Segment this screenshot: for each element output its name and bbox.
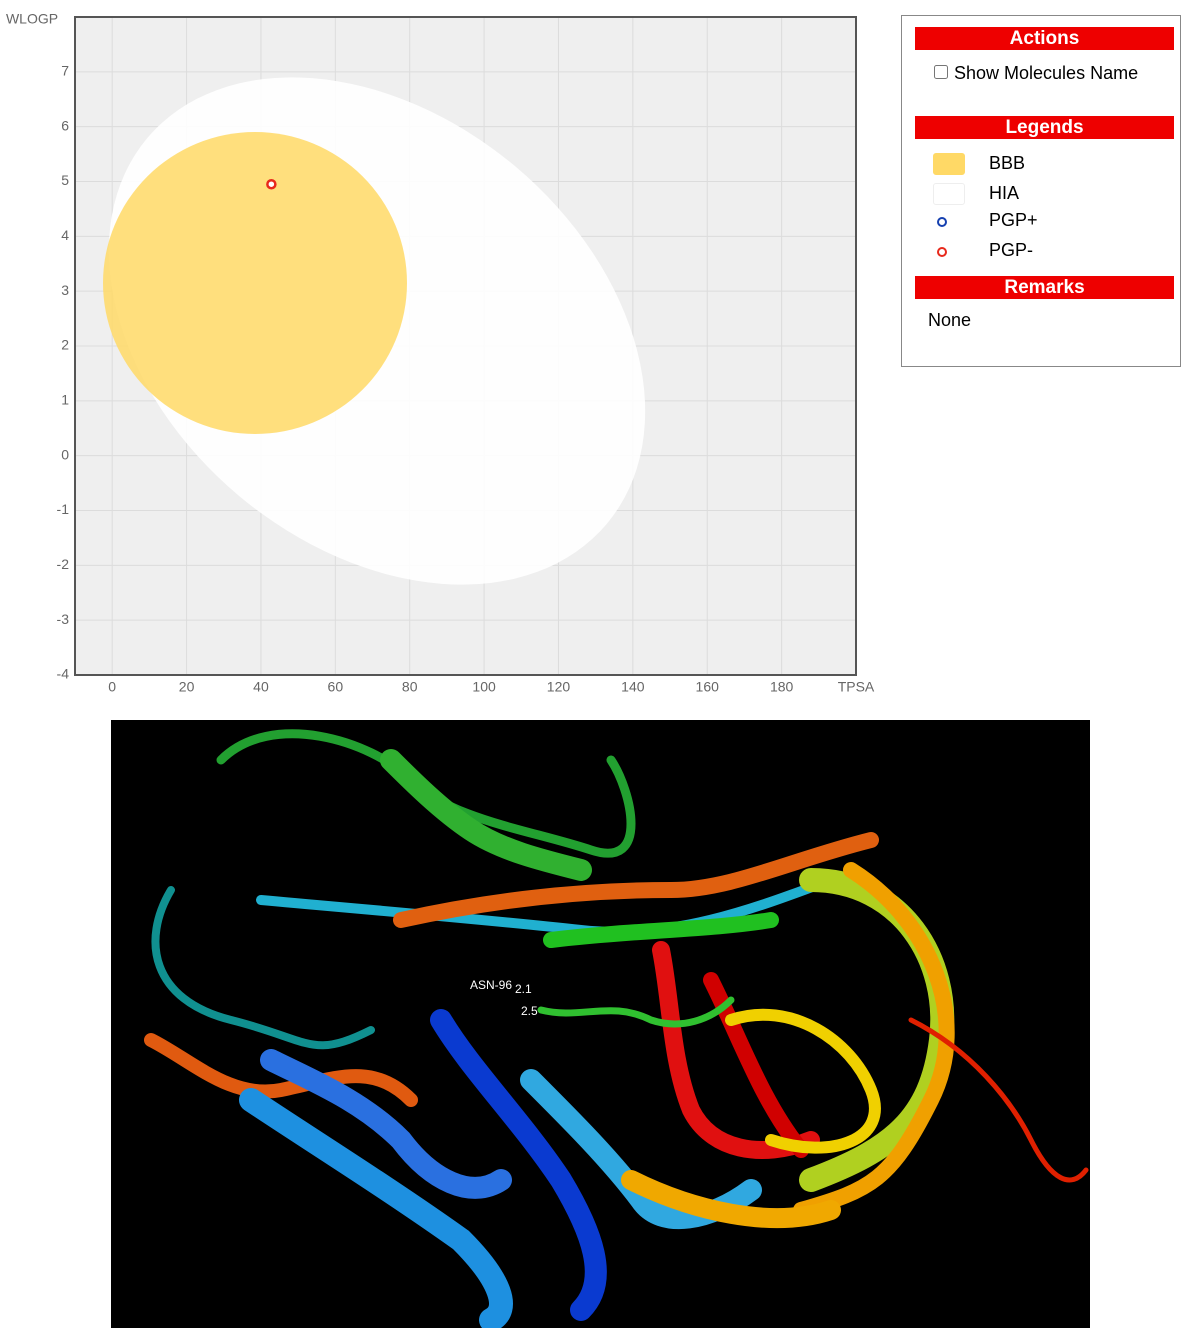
remarks-header: Remarks (915, 276, 1174, 299)
page: WLOGP TPSA 020406080100120140160180-4-3-… (0, 0, 1181, 1328)
x-tick-label: 40 (253, 679, 269, 695)
bbb-region (103, 132, 407, 434)
y-tick-label: -3 (57, 611, 70, 627)
legend-swatch (933, 183, 965, 205)
y-tick-label: -4 (57, 666, 70, 682)
distance-label: 2.5 (521, 1004, 538, 1018)
x-tick-label: 60 (328, 679, 344, 695)
residue-label: ASN-96 (470, 978, 512, 992)
x-axis-label: TPSA (838, 679, 875, 695)
legend-marker (937, 247, 947, 257)
y-tick-label: 5 (61, 172, 69, 188)
legends-header: Legends (915, 116, 1174, 139)
actions-header: Actions (915, 27, 1174, 50)
y-tick-label: 0 (61, 446, 69, 462)
remarks-text: None (928, 310, 971, 331)
legend-label: PGP- (989, 240, 1033, 261)
x-tick-label: 80 (402, 679, 418, 695)
legend-swatch (933, 153, 965, 175)
x-tick-label: 120 (547, 679, 571, 695)
marks (267, 180, 275, 188)
y-tick-label: 3 (61, 282, 69, 298)
legend-label: BBB (989, 153, 1025, 174)
y-tick-label: 6 (61, 117, 69, 133)
x-tick-label: 180 (770, 679, 794, 695)
x-tick-label: 0 (108, 679, 116, 695)
y-tick-label: 1 (61, 392, 69, 408)
legend-label: HIA (989, 183, 1019, 204)
x-tick-label: 160 (696, 679, 720, 695)
y-axis-label: WLOGP (6, 11, 58, 27)
side-panel: Actions Show Molecules Name Legends BBB H… (901, 15, 1181, 367)
data-point (267, 180, 275, 188)
x-tick-label: 20 (179, 679, 195, 695)
x-tick-label: 140 (621, 679, 645, 695)
y-tick-label: 7 (61, 63, 69, 79)
legend-label: PGP+ (989, 210, 1038, 231)
legend-marker (937, 217, 947, 227)
show-names-checkbox[interactable] (934, 65, 948, 79)
checkbox-label: Show Molecules Name (954, 63, 1138, 83)
y-tick-label: -2 (57, 556, 70, 572)
protein-image: ASN-96 2.1 2.5 (111, 720, 1090, 1328)
y-tick-label: 2 (61, 337, 69, 353)
distance-label: 2.1 (515, 982, 532, 996)
y-tick-label: -1 (57, 501, 70, 517)
y-tick-label: 4 (61, 227, 69, 243)
x-tick-label: 100 (472, 679, 496, 695)
show-names-option[interactable]: Show Molecules Name (934, 63, 1138, 84)
